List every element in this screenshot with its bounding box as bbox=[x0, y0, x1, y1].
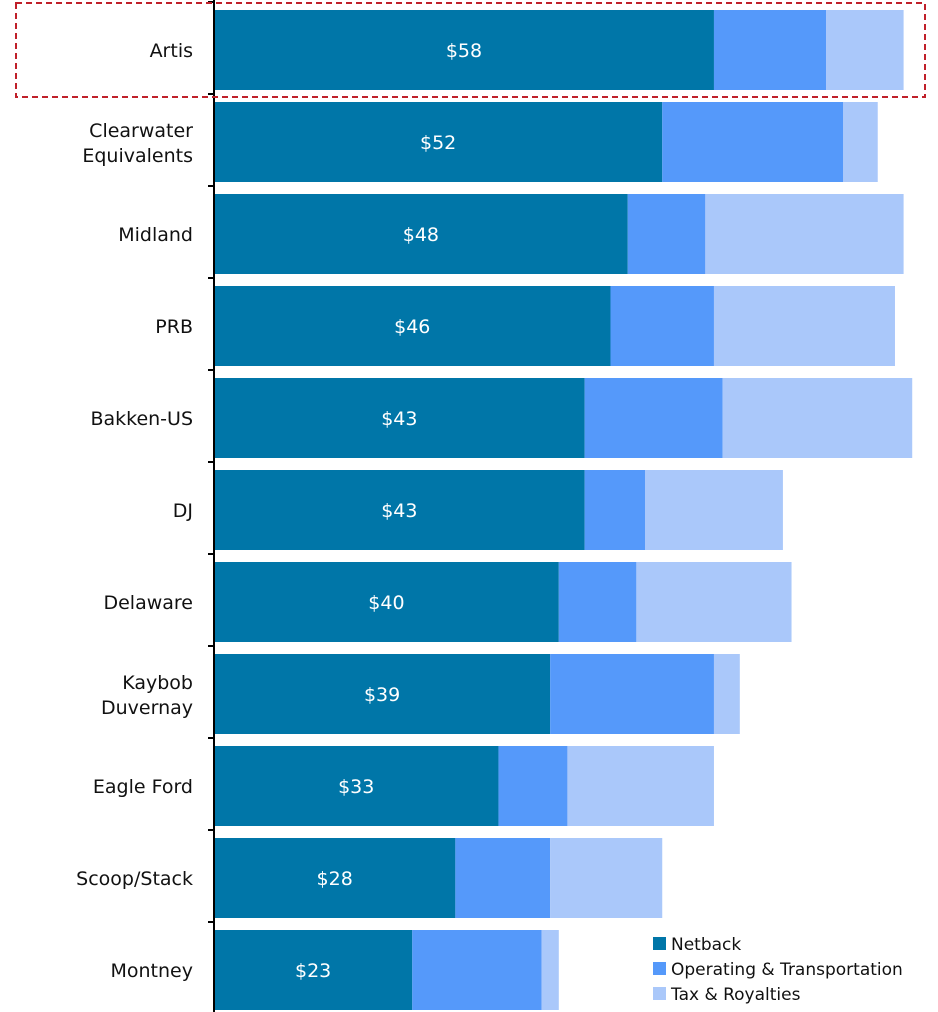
legend-swatch-0 bbox=[653, 937, 666, 950]
value-label-eagle-ford: $33 bbox=[338, 776, 374, 798]
category-label-kaybob-duvernay: Kaybob Duvernay bbox=[101, 672, 193, 719]
value-label-kaybob-duvernay: $39 bbox=[364, 684, 400, 706]
legend-label-1: Operating & Transportation bbox=[671, 960, 903, 980]
bars-layer bbox=[214, 10, 913, 1010]
bar-clearwater-equivalents-series-0 bbox=[214, 102, 663, 182]
bar-scoop-stack-series-1 bbox=[455, 838, 551, 918]
bar-eagle-ford-series-1 bbox=[498, 746, 568, 826]
category-label-delaware: Delaware bbox=[103, 592, 193, 614]
bar-artis-series-1 bbox=[713, 10, 827, 90]
highlight-layer bbox=[15, 2, 926, 98]
bar-kaybob-duvernay-series-2 bbox=[713, 654, 740, 734]
category-label-artis: Artis bbox=[150, 40, 193, 62]
bar-scoop-stack-series-2 bbox=[550, 838, 663, 918]
legend-swatch-2 bbox=[653, 987, 666, 1000]
highlight-box bbox=[15, 2, 926, 98]
bar-kaybob-duvernay-series-0 bbox=[214, 654, 551, 734]
bar-delaware-series-2 bbox=[636, 562, 792, 642]
bar-artis-series-2 bbox=[826, 10, 904, 90]
value-label-scoop-stack: $28 bbox=[317, 868, 353, 890]
legend-label-2: Tax & Royalties bbox=[670, 985, 801, 1005]
bar-bakken-us-series-2 bbox=[722, 378, 913, 458]
bar-midland-series-0 bbox=[214, 194, 628, 274]
category-label-prb: PRB bbox=[155, 316, 193, 338]
value-label-montney: $23 bbox=[295, 960, 331, 982]
category-label-bakken-us: Bakken-US bbox=[90, 408, 193, 430]
bar-midland-series-2 bbox=[705, 194, 904, 274]
bar-dj-series-2 bbox=[645, 470, 783, 550]
value-label-clearwater-equivalents: $52 bbox=[420, 132, 456, 154]
labels-layer: $58 Artis $52 Clearwater Equivalents $48 Midla… bbox=[76, 40, 482, 982]
category-label-eagle-ford: Eagle Ford bbox=[93, 776, 193, 798]
legend: Netback Operating & Transportation Tax & R… bbox=[653, 935, 903, 1005]
bar-midland-series-1 bbox=[627, 194, 706, 274]
value-label-prb: $46 bbox=[394, 316, 430, 338]
bar-dj-series-1 bbox=[584, 470, 645, 550]
bar-scoop-stack-series-0 bbox=[214, 838, 456, 918]
bar-delaware-series-1 bbox=[558, 562, 637, 642]
bar-prb-series-1 bbox=[610, 286, 714, 366]
bar-artis-series-0 bbox=[214, 10, 714, 90]
bar-prb-series-2 bbox=[713, 286, 895, 366]
bar-montney-series-0 bbox=[214, 930, 413, 1010]
value-label-bakken-us: $43 bbox=[381, 408, 417, 430]
value-label-dj: $43 bbox=[381, 500, 417, 522]
bar-prb-series-0 bbox=[214, 286, 611, 366]
category-label-scoop-stack: Scoop/Stack bbox=[76, 868, 193, 890]
value-label-midland: $48 bbox=[403, 224, 439, 246]
bar-montney-series-1 bbox=[412, 930, 542, 1010]
bar-clearwater-equivalents-series-1 bbox=[662, 102, 844, 182]
category-label-midland: Midland bbox=[118, 224, 193, 246]
legend-swatch-1 bbox=[653, 962, 666, 975]
bar-montney-series-2 bbox=[541, 930, 559, 1010]
category-label-dj: DJ bbox=[173, 500, 193, 522]
bar-delaware-series-0 bbox=[214, 562, 559, 642]
legend-label-0: Netback bbox=[671, 935, 741, 955]
bar-kaybob-duvernay-series-1 bbox=[550, 654, 714, 734]
y-axis bbox=[208, 0, 215, 1012]
value-label-delaware: $40 bbox=[368, 592, 404, 614]
bar-eagle-ford-series-0 bbox=[214, 746, 499, 826]
bar-eagle-ford-series-2 bbox=[567, 746, 714, 826]
bar-clearwater-equivalents-series-2 bbox=[843, 102, 878, 182]
category-label-clearwater-equivalents: Clearwater Equivalents bbox=[82, 120, 193, 167]
bar-bakken-us-series-1 bbox=[584, 378, 723, 458]
bar-dj-series-0 bbox=[214, 470, 585, 550]
category-label-montney: Montney bbox=[111, 960, 194, 982]
bar-bakken-us-series-0 bbox=[214, 378, 585, 458]
value-label-artis: $58 bbox=[446, 40, 482, 62]
